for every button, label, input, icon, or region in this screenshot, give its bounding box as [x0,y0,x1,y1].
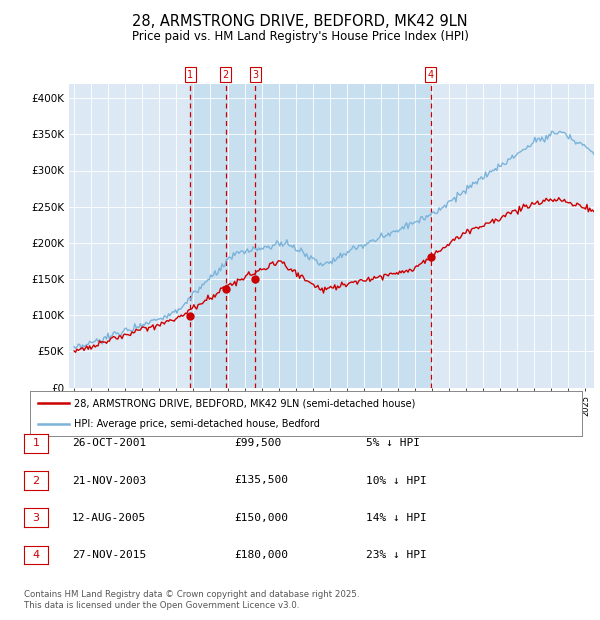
Text: 2: 2 [223,69,229,79]
Text: 27-NOV-2015: 27-NOV-2015 [72,550,146,560]
Text: 23% ↓ HPI: 23% ↓ HPI [366,550,427,560]
Text: 1: 1 [32,438,40,448]
Text: Price paid vs. HM Land Registry's House Price Index (HPI): Price paid vs. HM Land Registry's House … [131,30,469,43]
Text: 28, ARMSTRONG DRIVE, BEDFORD, MK42 9LN (semi-detached house): 28, ARMSTRONG DRIVE, BEDFORD, MK42 9LN (… [74,398,416,409]
Text: 4: 4 [427,69,434,79]
Text: 2: 2 [32,476,40,485]
Text: 10% ↓ HPI: 10% ↓ HPI [366,476,427,485]
Text: 1: 1 [187,69,193,79]
Text: HPI: Average price, semi-detached house, Bedford: HPI: Average price, semi-detached house,… [74,418,320,429]
Text: 4: 4 [32,550,40,560]
Text: 21-NOV-2003: 21-NOV-2003 [72,476,146,485]
Text: 26-OCT-2001: 26-OCT-2001 [72,438,146,448]
Text: Contains HM Land Registry data © Crown copyright and database right 2025.
This d: Contains HM Land Registry data © Crown c… [24,590,359,609]
Text: £99,500: £99,500 [234,438,281,448]
Text: 3: 3 [252,69,258,79]
Text: 12-AUG-2005: 12-AUG-2005 [72,513,146,523]
Text: 28, ARMSTRONG DRIVE, BEDFORD, MK42 9LN: 28, ARMSTRONG DRIVE, BEDFORD, MK42 9LN [132,14,468,29]
Text: £150,000: £150,000 [234,513,288,523]
Text: 3: 3 [32,513,40,523]
Text: £135,500: £135,500 [234,476,288,485]
Bar [190,84,431,388]
Text: 5% ↓ HPI: 5% ↓ HPI [366,438,420,448]
Text: 14% ↓ HPI: 14% ↓ HPI [366,513,427,523]
Text: £180,000: £180,000 [234,550,288,560]
